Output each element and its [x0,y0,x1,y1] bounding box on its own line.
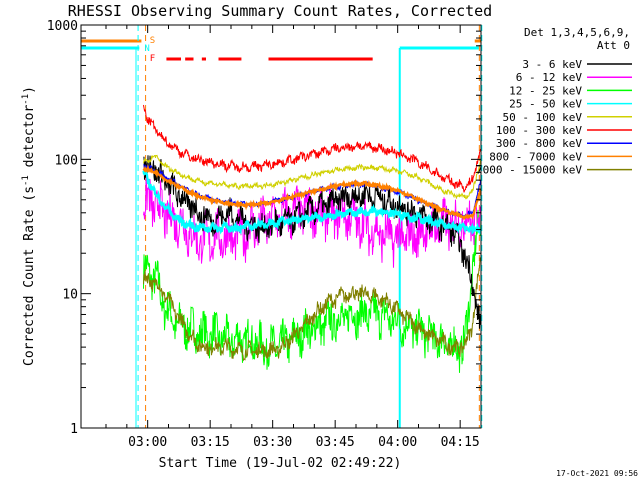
series-line-100-300-kev [143,104,481,193]
legend-label: 100 - 300 keV [496,124,582,137]
legend-label: 300 - 800 keV [496,137,582,150]
x-tick-label: 03:45 [316,435,355,450]
legend-label: 3 - 6 keV [522,58,582,71]
y-tick-label: 10 [62,288,78,303]
legend-label: 12 - 25 keV [509,84,582,97]
chart-title: RHESSI Observing Summary Count Rates, Co… [68,2,492,20]
y-tick-label: 1000 [47,19,78,34]
legend-label: 25 - 50 keV [509,98,582,111]
series-line-7000-15000-kev [143,257,481,362]
y-tick-label: 100 [55,153,78,168]
y-axis: 1 10 100 1000 [47,19,481,437]
y-axis-label-main: Corrected Count Rate (s [22,186,37,366]
series-line-50-100-kev [143,154,481,200]
series-line-800-7000-kev [142,164,482,221]
y-axis-label-end: ) [22,86,37,94]
series-line-6-12-kev [143,176,481,268]
y-axis-label-mid: detector [22,105,37,176]
x-tick-label: 04:00 [378,435,417,450]
legend-header-detectors: Det 1,3,4,5,6,9, [524,26,630,39]
footer-timestamp: 17-Oct-2021 09:56 [556,469,638,478]
x-tick-label: 04:15 [441,435,480,450]
series-line-25-50-kev [142,168,482,236]
x-tick-label: 03:15 [191,435,230,450]
flag-label-n: N [144,44,149,54]
x-tick-label: 03:30 [253,435,292,450]
x-axis: 03:00 03:15 03:30 03:45 04:00 04:15 [105,25,480,450]
legend-label: 7000 - 15000 keV [476,164,582,177]
x-axis-label: Start Time (19-Jul-02 02:49:22) [159,456,402,471]
legend-label: 50 - 100 keV [503,111,583,124]
series-line-12-25-kev [143,209,481,373]
legend-label: 6 - 12 keV [516,71,583,84]
y-axis-label: Corrected Count Rate (s-1 detector-1) [21,86,37,366]
y-axis-label-sup1: -1 [21,175,31,186]
plot-area: SNF [81,25,483,428]
flag-label-s: S [150,36,155,46]
y-tick-label: 1 [70,422,78,437]
y-axis-label-sup2: -1 [21,94,31,105]
x-tick-label: 03:00 [128,435,167,450]
legend-header-attenuator: Att 0 [597,39,630,52]
state-lines [81,39,481,50]
flag-label-f: F [150,54,155,64]
plot-frame [80,24,482,429]
legend-label: 800 - 7000 keV [489,150,582,163]
